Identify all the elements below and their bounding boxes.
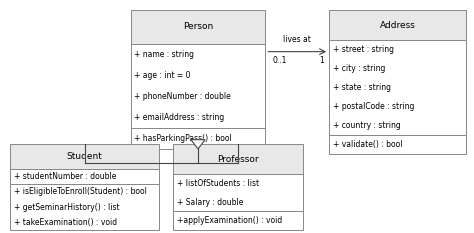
Text: 0..1: 0..1 xyxy=(273,56,287,65)
Bar xyxy=(329,40,466,135)
Bar xyxy=(173,211,303,230)
Text: Person: Person xyxy=(183,22,213,31)
Text: + getSeminarHistory() : list: + getSeminarHistory() : list xyxy=(14,202,119,212)
Bar xyxy=(10,184,159,230)
Text: + state : string: + state : string xyxy=(333,83,391,92)
Text: + city : string: + city : string xyxy=(333,64,385,73)
Text: + isEligibleToEnroll(Student) : bool: + isEligibleToEnroll(Student) : bool xyxy=(14,187,147,196)
Bar xyxy=(131,44,265,128)
Text: Professor: Professor xyxy=(218,155,259,164)
Bar xyxy=(173,174,303,211)
Text: + postalCode : string: + postalCode : string xyxy=(333,102,414,111)
Text: + street : string: + street : string xyxy=(333,45,394,54)
Text: + hasParkingPass() : bool: + hasParkingPass() : bool xyxy=(135,134,232,143)
Text: Address: Address xyxy=(380,21,416,30)
Text: + takeExamination() : void: + takeExamination() : void xyxy=(14,218,117,227)
Text: + Salary : double: + Salary : double xyxy=(177,198,243,206)
Text: lives at: lives at xyxy=(283,34,311,44)
Text: + name : string: + name : string xyxy=(135,50,194,59)
Bar xyxy=(329,135,466,154)
Polygon shape xyxy=(191,140,205,149)
Text: +applyExamination() : void: +applyExamination() : void xyxy=(177,216,282,225)
Text: + country : string: + country : string xyxy=(333,121,401,130)
Bar xyxy=(329,10,466,40)
Bar xyxy=(10,169,159,184)
Text: + emailAddress : string: + emailAddress : string xyxy=(135,113,225,122)
Text: + phoneNumber : double: + phoneNumber : double xyxy=(135,92,231,101)
Bar xyxy=(131,128,265,149)
Bar xyxy=(10,144,159,169)
Text: + validate() : bool: + validate() : bool xyxy=(333,140,402,149)
Text: Student: Student xyxy=(67,152,102,161)
Bar xyxy=(173,144,303,174)
Bar xyxy=(131,10,265,44)
Text: + listOfStudents : list: + listOfStudents : list xyxy=(177,179,259,188)
Text: + age : int = 0: + age : int = 0 xyxy=(135,71,191,80)
Text: 1: 1 xyxy=(319,56,323,65)
Text: + studentNumber : double: + studentNumber : double xyxy=(14,172,116,181)
